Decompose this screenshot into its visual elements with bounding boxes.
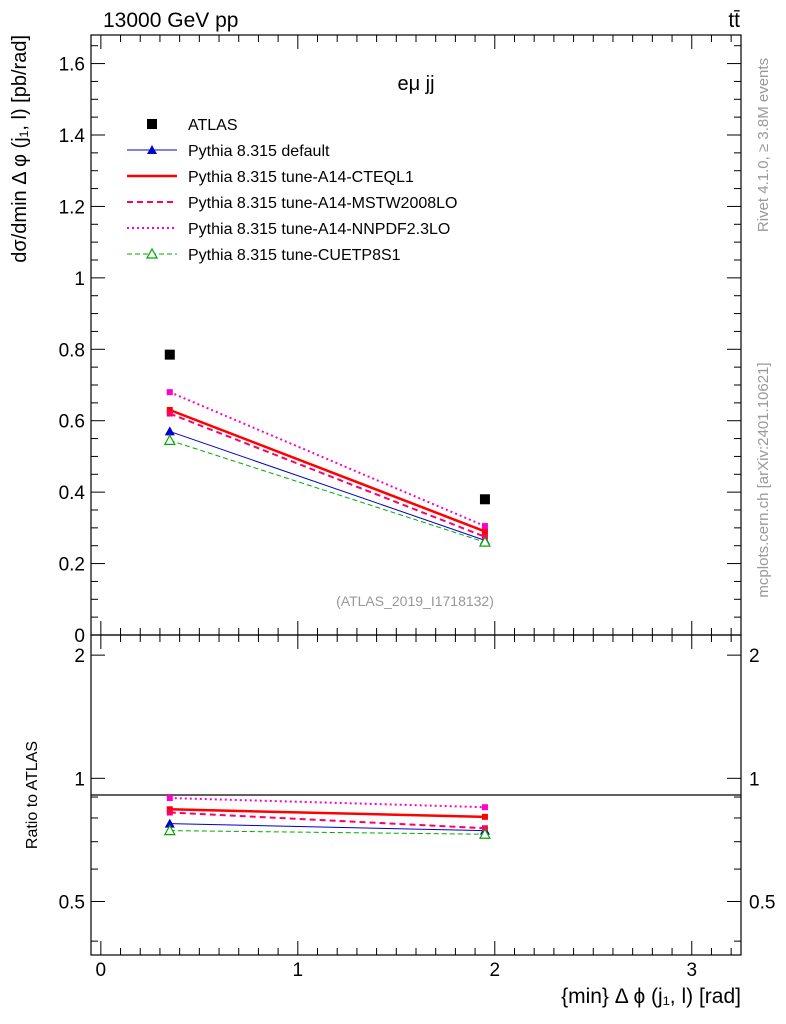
series-atlas [164,349,490,505]
legend-item: Pythia 8.315 tune-A14-MSTW2008LO [127,195,457,212]
ratio-y-tick-label: 2 [74,646,85,667]
rivet-version-label: Rivet 4.1.0, ≥ 3.8M events [755,58,772,232]
data-point-marker [163,434,176,445]
x-ticks [100,35,732,955]
data-point-marker [166,407,173,413]
main-series-group [163,349,491,547]
data-point-marker [164,349,175,360]
legend-label: Pythia 8.315 tune-A14-MSTW2008LO [188,195,457,212]
main-y-tick-labels: 0 0.2 0.4 0.6 0.8 1 1.2 1.4 1.6 [59,55,86,647]
series-pythia-8-315-tune-a14-nnpdf2-3lo [166,389,488,530]
series-pythia-8-315-default [164,426,490,545]
data-point-marker [166,389,173,396]
data-point-marker [481,804,488,811]
main-y-ticks [91,45,741,636]
ratio-y-tick-label-right: 0.5 [749,892,775,913]
analysis-label: (ATLAS_2019_I1718132) [336,593,494,609]
main-y-tick-label: 1.2 [59,197,85,218]
legend-item: Pythia 8.315 tune-A14-CTEQL1 [127,169,414,186]
main-y-tick-label: 0.2 [59,555,85,576]
data-point-marker [478,828,491,839]
data-point-marker [163,824,176,836]
series-line [169,808,485,819]
energy-label: 13000 GeV pp [103,9,238,32]
data-point-marker [166,809,173,816]
legend-label: Pythia 8.315 tune-A14-NNPDF2.3LO [188,221,450,238]
data-point-marker [145,247,159,259]
legend-item: ATLAS [147,117,238,134]
x-tick-label: 3 [686,960,697,981]
data-point-marker [481,523,488,530]
ratio-y-tick-label: 1 [74,769,85,790]
legend-label: Pythia 8.315 tune-A14-CTEQL1 [188,169,414,186]
series-line [169,391,486,527]
data-point-marker [166,410,173,417]
series-pythia-8-315-tune-a14-mstw2008lo [166,410,488,540]
x-tick-label: 1 [293,960,304,981]
ratio-y-tick-label-right: 2 [749,646,760,667]
ratio-y-tick-labels: 0.5 0.5 1 1 2 2 [59,646,776,913]
main-y-tick-label: 1 [74,269,85,290]
series-line [169,412,486,538]
series-line [169,811,485,830]
series-pythia-8-315-tune-a14-cteql1 [166,806,488,820]
legend-item: Pythia 8.315 tune-CUETP8S1 [127,247,401,264]
series-line [169,830,485,835]
main-y-tick-label: 0.6 [59,412,85,433]
series-pythia-8-315-tune-cuetp8s1 [163,824,491,839]
main-title: eμ jj [397,73,434,95]
ratio-series-group [163,795,491,839]
data-point-marker [481,528,488,535]
series-pythia-8-315-tune-cuetp8s1 [163,434,491,547]
legend-label: Pythia 8.315 default [188,143,330,160]
series-line [169,408,486,533]
series-line [169,823,485,832]
legend-label: ATLAS [188,117,238,134]
main-y-tick-label: 0.4 [59,483,86,504]
x-tick-label: 0 [96,960,107,981]
ratio-y-ticks [91,654,741,942]
ratio-y-tick-label: 0.5 [59,892,85,913]
data-point-marker [166,795,173,802]
series-line [169,430,486,541]
data-point-marker [164,426,175,436]
main-y-tick-label: 0 [74,626,85,647]
main-y-tick-label: 1.4 [59,126,86,147]
data-point-marker [147,145,157,154]
process-label: tt̄ [728,9,740,32]
legend: ATLAS Pythia 8.315 default Pythia 8.315 tu… [127,117,457,264]
ratio-y-tick-label-right: 1 [749,769,760,790]
legend-item: Pythia 8.315 tune-A14-NNPDF2.3LO [127,221,450,238]
ratio-y-axis-label: Ratio to ATLAS [24,741,41,849]
main-y-axis-label: dσ/dmin Δ φ (j₁, l) [pb/rad] [9,35,31,263]
data-point-marker [478,535,491,547]
data-point-marker [166,806,173,813]
data-point-marker [479,494,490,505]
data-point-marker [164,818,175,828]
x-axis-label: {min} Δ ϕ (j₁, l) [rad] [561,985,741,1008]
legend-label: Pythia 8.315 tune-CUETP8S1 [188,247,401,264]
legend-item: Pythia 8.315 default [127,143,330,160]
data-point-marker [481,813,488,820]
main-y-tick-label: 1.6 [59,55,85,76]
series-line [169,797,485,809]
x-tick-labels: 0 1 2 3 [96,960,697,981]
main-y-tick-label: 0.8 [59,340,85,361]
x-tick-label: 2 [489,960,500,981]
data-point-marker [147,119,157,129]
series-pythia-8-315-tune-a14-nnpdf2-3lo [166,795,488,811]
mcplots-label: mcplots.cern.ch [arXiv:2401.10621] [755,362,772,597]
series-pythia-8-315-tune-a14-cteql1 [166,407,488,535]
series-line [169,439,486,543]
